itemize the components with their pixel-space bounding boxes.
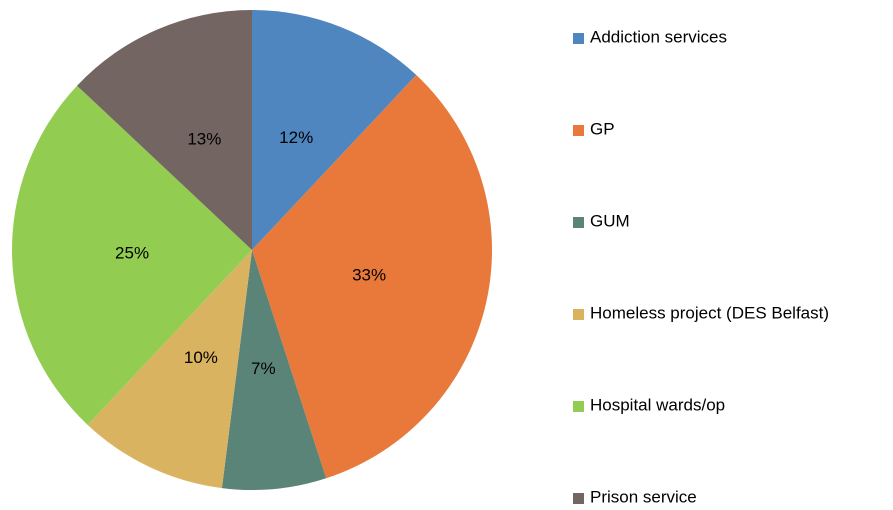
legend-label: GUM <box>590 211 630 230</box>
legend-label: Prison service <box>590 487 697 506</box>
legend-swatch <box>573 401 584 412</box>
legend-label: Addiction services <box>590 27 727 46</box>
legend-label: Hospital wards/op <box>590 395 725 414</box>
pie-slice <box>77 10 252 250</box>
pie-slice <box>221 250 327 490</box>
legend-swatch <box>573 493 584 504</box>
pie-slice <box>87 250 252 489</box>
legend-swatch <box>573 125 584 136</box>
data-label: 13% <box>187 129 221 148</box>
data-label: 7% <box>251 359 276 378</box>
pie-slice <box>11 85 253 425</box>
pie-slice <box>252 75 493 479</box>
legend-label: GP <box>590 119 615 138</box>
legend-swatch <box>573 217 584 228</box>
data-label: 10% <box>184 348 218 367</box>
data-label: 33% <box>352 266 386 285</box>
legend-swatch <box>573 33 584 44</box>
data-label: 12% <box>279 128 313 147</box>
legend-swatch <box>573 309 584 320</box>
legend-label: Homeless project (DES Belfast) <box>590 303 829 322</box>
pie-slice <box>252 10 417 250</box>
data-label: 25% <box>115 243 149 262</box>
